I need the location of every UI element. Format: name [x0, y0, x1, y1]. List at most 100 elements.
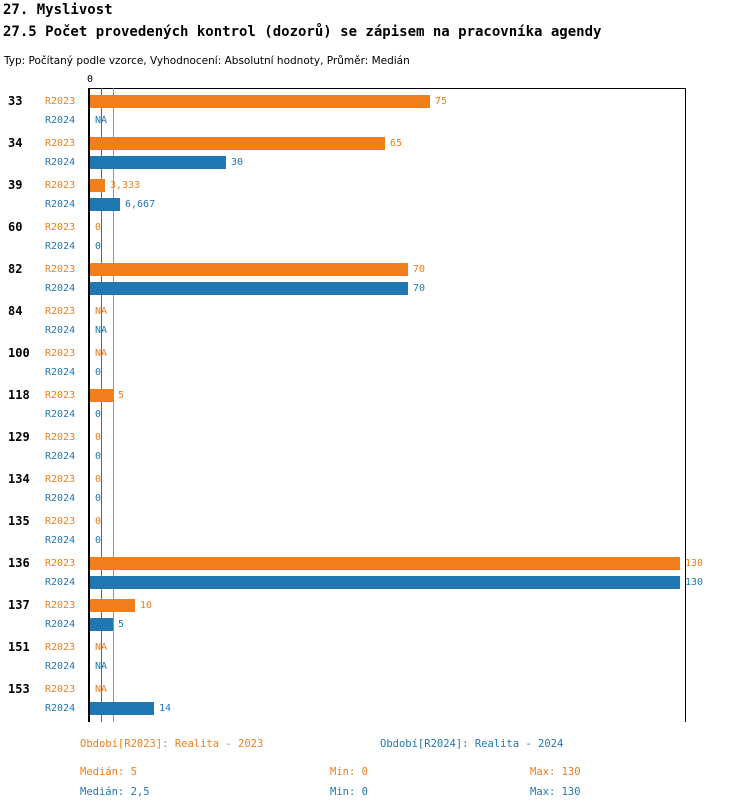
bar-row-r2023: R2023 0: [0, 218, 750, 237]
bar-row-r2023: R2023 NA: [0, 344, 750, 363]
series-label: R2023: [45, 306, 76, 317]
value-label: 10: [140, 600, 153, 611]
category-label: 134: [8, 472, 30, 486]
chart-meta: Typ: Počítaný podle vzorce, Vyhodnocení:…: [4, 55, 410, 67]
value-label: 0: [95, 432, 102, 443]
plot-top-border: [88, 88, 686, 89]
bar-row-r2023: R2023 3,333: [0, 176, 750, 195]
category-129: 129 R2023 0 R2024 0: [0, 428, 750, 470]
category-118: 118 R2023 5 R2024 0: [0, 386, 750, 428]
value-label: 0: [95, 516, 102, 527]
series-label: R2024: [45, 283, 76, 294]
category-label: 137: [8, 598, 30, 612]
series-label: R2023: [45, 684, 76, 695]
series-label: R2024: [45, 703, 76, 714]
bar-row-r2024: R2024 30: [0, 153, 750, 172]
value-label: 0: [95, 451, 102, 462]
bar-row-r2024: R2024 0: [0, 237, 750, 256]
category-39: 39 R2023 3,333 R2024 6,667: [0, 176, 750, 218]
category-label: 60: [8, 220, 23, 234]
bar-row-r2023: R2023 130: [0, 554, 750, 573]
bar-row-r2024: R2024 NA: [0, 657, 750, 676]
bar-row-r2024: R2024 NA: [0, 321, 750, 340]
value-label: 65: [390, 138, 403, 149]
series-label: R2024: [45, 199, 76, 210]
category-153: 153 R2023 NA R2024 14: [0, 680, 750, 722]
bar-row-r2024: R2024 0: [0, 531, 750, 550]
value-label: NA: [95, 325, 108, 336]
series-label: R2023: [45, 642, 76, 653]
category-136: 136 R2023 130 R2024 130: [0, 554, 750, 596]
value-label: 0: [95, 367, 102, 378]
series-label: R2024: [45, 619, 76, 630]
stat-max-r2023: Max: 130: [530, 766, 581, 778]
bar: [90, 557, 680, 570]
value-label: 70: [413, 264, 426, 275]
value-label: NA: [95, 642, 108, 653]
value-label: 6,667: [125, 199, 156, 210]
value-label: NA: [95, 348, 108, 359]
series-label: R2023: [45, 138, 76, 149]
value-label: 3,333: [110, 180, 141, 191]
median-line-r2024: [101, 88, 103, 722]
category-137: 137 R2023 10 R2024 5: [0, 596, 750, 638]
plot-area: 0 33 R2023 75 R2024 NA 34 R2023 65 R2024 30 39 R202…: [0, 74, 750, 722]
value-label: 0: [95, 535, 102, 546]
category-84: 84 R2023 NA R2024 NA: [0, 302, 750, 344]
category-82: 82 R2023 70 R2024 70: [0, 260, 750, 302]
stat-min-r2023: Min: 0: [330, 766, 368, 778]
y-axis-line: [88, 88, 90, 722]
bar: [90, 137, 385, 150]
bar-row-r2023: R2023 0: [0, 512, 750, 531]
series-label: R2023: [45, 180, 76, 191]
value-label: 14: [159, 703, 172, 714]
category-label: 34: [8, 136, 23, 150]
series-label: R2024: [45, 409, 76, 420]
bar: [90, 576, 680, 589]
value-label: 0: [95, 409, 102, 420]
series-label: R2024: [45, 115, 76, 126]
category-label: 33: [8, 94, 23, 108]
page-title: 27. Myslivost: [3, 2, 113, 18]
value-label: 0: [95, 474, 102, 485]
series-label: R2023: [45, 390, 76, 401]
series-label: R2023: [45, 600, 76, 611]
bar-row-r2023: R2023 75: [0, 92, 750, 111]
bar-row-r2024: R2024 6,667: [0, 195, 750, 214]
value-label: 5: [118, 619, 125, 630]
series-label: R2024: [45, 157, 76, 168]
bar-row-r2023: R2023 NA: [0, 302, 750, 321]
series-label: R2023: [45, 264, 76, 275]
bar-row-r2024: R2024 NA: [0, 111, 750, 130]
bar-row-r2024: R2024 70: [0, 279, 750, 298]
category-label: 118: [8, 388, 30, 402]
series-label: R2024: [45, 367, 76, 378]
value-label: 0: [95, 222, 102, 233]
stat-max-r2024: Max: 130: [530, 786, 581, 798]
bar: [90, 198, 120, 211]
bar: [90, 618, 113, 631]
value-label: 70: [413, 283, 426, 294]
bar-row-r2023: R2023 70: [0, 260, 750, 279]
series-label: R2024: [45, 577, 76, 588]
bar-row-r2023: R2023 NA: [0, 638, 750, 657]
median-line-r2023: [112, 88, 114, 722]
series-label: R2024: [45, 241, 76, 252]
category-151: 151 R2023 NA R2024 NA: [0, 638, 750, 680]
category-33: 33 R2023 75 R2024 NA: [0, 92, 750, 134]
bar-row-r2024: R2024 0: [0, 405, 750, 424]
bar-row-r2024: R2024 130: [0, 573, 750, 592]
series-label: R2023: [45, 474, 76, 485]
bar: [90, 282, 408, 295]
bar: [90, 702, 154, 715]
value-label: 5: [118, 390, 125, 401]
plot-right-border: [685, 88, 686, 722]
value-label: 30: [231, 157, 244, 168]
value-label: NA: [95, 115, 108, 126]
category-134: 134 R2023 0 R2024 0: [0, 470, 750, 512]
series-label: R2024: [45, 325, 76, 336]
bar: [90, 599, 135, 612]
series-label: R2024: [45, 661, 76, 672]
category-60: 60 R2023 0 R2024 0: [0, 218, 750, 260]
series-label: R2023: [45, 96, 76, 107]
